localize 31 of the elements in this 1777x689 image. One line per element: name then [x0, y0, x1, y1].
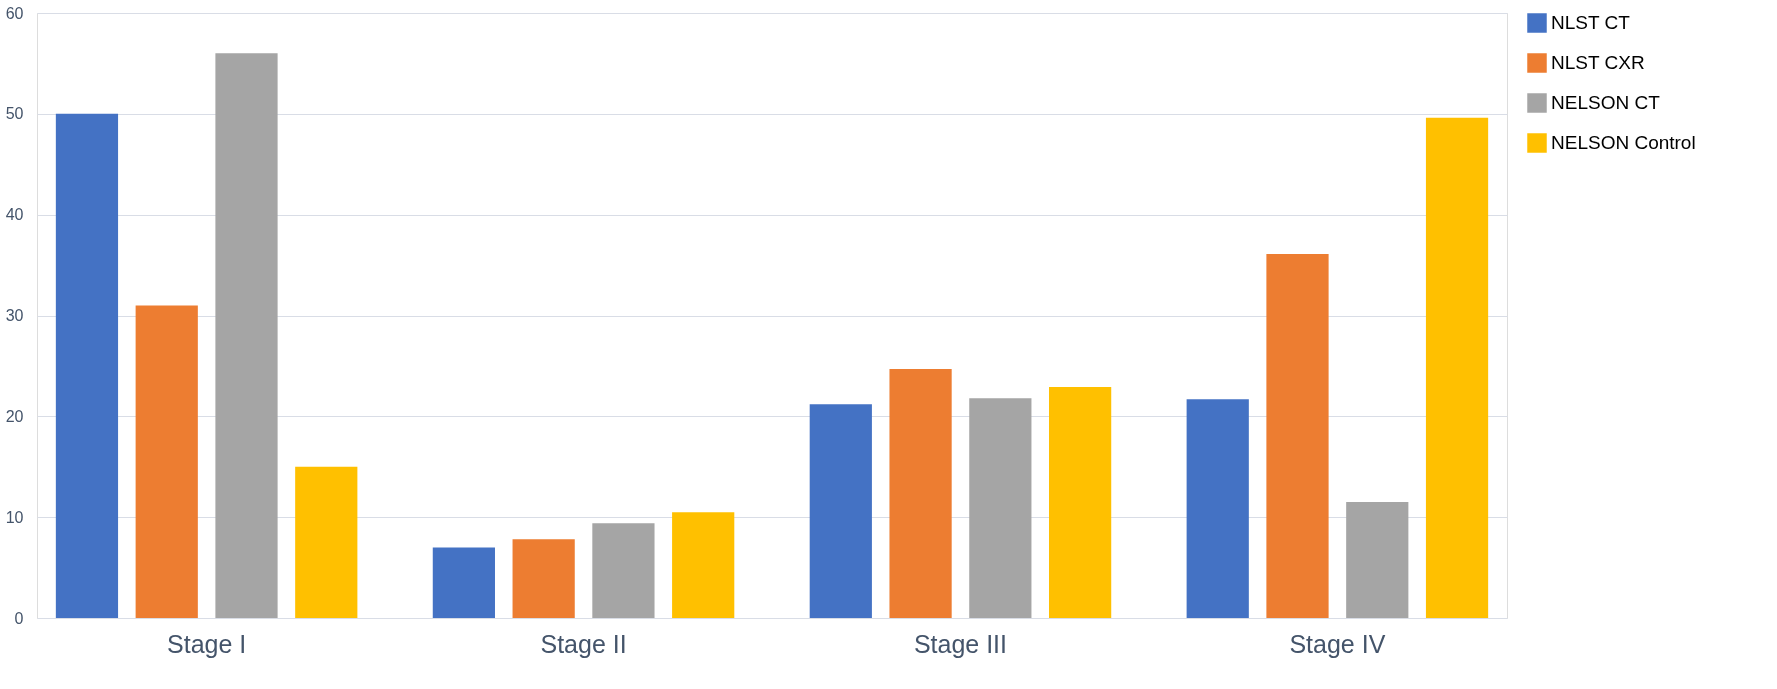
- bar: [55, 113, 119, 618]
- x-tick-label: Stage I: [167, 629, 247, 658]
- y-tick-label: 40: [5, 206, 24, 224]
- bar: [809, 404, 872, 618]
- bar: [215, 53, 278, 618]
- bar: [1049, 387, 1112, 618]
- bar: [1425, 117, 1489, 618]
- x-tick-label: Stage II: [540, 629, 627, 658]
- bar: [1266, 253, 1329, 618]
- legend-label: NELSON Control: [1551, 132, 1696, 153]
- y-tick-label: 60: [5, 4, 24, 22]
- bar: [512, 539, 575, 618]
- legend-label: NLST CXR: [1551, 52, 1645, 73]
- bar: [969, 398, 1032, 618]
- bar: [672, 512, 735, 618]
- bar: [135, 305, 198, 618]
- y-tick-label: 30: [5, 307, 24, 324]
- x-tick-label: Stage IV: [1289, 629, 1386, 658]
- bar: [295, 466, 358, 618]
- bar: [889, 368, 952, 618]
- y-tick-label: 20: [5, 407, 24, 425]
- legend-label: NELSON CT: [1551, 92, 1661, 113]
- legend-label: NLST CT: [1551, 12, 1631, 33]
- bar: [592, 523, 655, 618]
- y-tick-label: 50: [5, 105, 24, 123]
- y-tick-label: 0: [14, 609, 24, 627]
- y-tick-label: 10: [5, 508, 24, 526]
- x-tick-label: Stage III: [913, 629, 1008, 658]
- bar: [1346, 502, 1409, 618]
- bar: [432, 547, 495, 618]
- bar: [1186, 399, 1249, 618]
